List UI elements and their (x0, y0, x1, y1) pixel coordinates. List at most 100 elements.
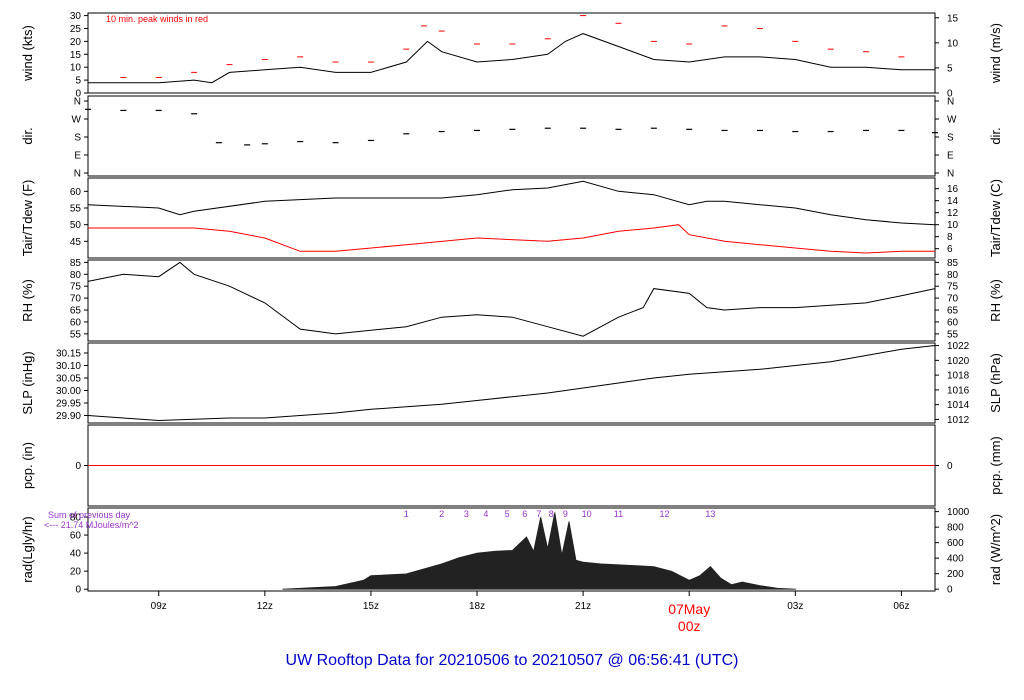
panel-frame (87, 12, 936, 94)
right-tick-label: 85 (947, 258, 959, 269)
right-tick-label: 10 (947, 220, 959, 231)
right-tick-label: 65 (947, 306, 959, 317)
right-tick-label: 1016 (947, 385, 970, 396)
x-tick-label: 18z (469, 601, 485, 612)
hour-label: 5 (505, 509, 510, 519)
series-Tdew (88, 224, 935, 254)
ylabel-right: Tair/Tdew (C) (988, 179, 1003, 257)
left-tick-label: 0 (75, 585, 81, 596)
x-tick-label: 21z (575, 601, 591, 612)
right-tick-label: 0 (947, 585, 953, 596)
hour-label: 4 (483, 509, 488, 519)
left-tick-label: 70 (70, 294, 82, 305)
left-tick-label: 29.95 (56, 399, 81, 410)
left-tick-label: 5 (75, 76, 81, 87)
right-tick-label: E (947, 151, 954, 162)
left-tick-label: E (74, 151, 81, 162)
right-tick-label: 12 (947, 208, 959, 219)
right-tick-label: 600 (947, 538, 964, 549)
series-peak (120, 15, 905, 79)
left-tick-label: W (72, 115, 82, 126)
ylabel-right: rad (W/m^2) (988, 514, 1003, 585)
left-tick-label: 30.10 (56, 361, 81, 372)
hour-label: 13 (705, 509, 715, 519)
right-tick-label: 10 (947, 38, 959, 49)
right-tick-label: 16 (947, 184, 959, 195)
hour-label: 6 (522, 509, 527, 519)
panel-pcp: 0 0 pcp. (in) pcp. (mm) (20, 424, 1003, 507)
ylabel-right: SLP (hPa) (988, 353, 1003, 413)
series-wind (88, 33, 935, 84)
x-tick-label: 09z (151, 601, 167, 612)
right-tick-label: 15 (947, 13, 959, 24)
x-tick-label: 06z (893, 601, 909, 612)
right-tick-label: 800 (947, 523, 964, 534)
right-tick-label: 5 (947, 63, 953, 74)
ylabel-left: Tair/Tdew (F) (20, 180, 35, 257)
right-tick-label: N (947, 169, 954, 180)
left-tick-label: 40 (70, 549, 82, 560)
right-tick-label: 1014 (947, 400, 970, 411)
hour-label: 1 (404, 509, 409, 519)
ylabel-right: pcp. (mm) (988, 436, 1003, 495)
ylabel-right: dir. (988, 127, 1003, 144)
right-tick-label: 55 (947, 329, 959, 340)
left-tick-label: S (74, 133, 81, 144)
peak-wind-annotation: 10 min. peak winds in red (106, 14, 208, 24)
hour-label: 2 (439, 509, 444, 519)
panel-frame (87, 177, 936, 259)
x-date-label: 07May (668, 601, 710, 617)
right-tick-label: N (947, 97, 954, 108)
x-tick-label: 00z (678, 618, 701, 634)
hour-label: 8 (549, 509, 554, 519)
right-tick-label: 1022 (947, 341, 970, 352)
ylabel-left: rad(Lgly/hr) (20, 516, 35, 582)
ylabel-right: RH (%) (988, 279, 1003, 322)
left-tick-label: 85 (70, 258, 82, 269)
right-tick-label: 0 (947, 461, 953, 472)
left-tick-label: 30 (70, 11, 82, 22)
panel-frame (87, 259, 936, 342)
right-tick-label: W (947, 115, 957, 126)
series-RH (87, 261, 936, 337)
x-tick-label: 12z (257, 601, 273, 612)
ylabel-left: RH (%) (20, 279, 35, 322)
right-tick-label: 14 (947, 196, 959, 207)
left-tick-label: 45 (70, 237, 82, 248)
left-tick-label: 20 (70, 567, 82, 578)
right-tick-label: 0 (947, 89, 953, 100)
ylabel-right: wind (m/s) (988, 23, 1003, 84)
panel-frame (87, 95, 936, 177)
chart-title: UW Rooftop Data for 20210506 to 20210507… (286, 652, 739, 669)
left-tick-label: 75 (70, 282, 82, 293)
left-tick-label: N (74, 169, 81, 180)
sum-value: <--- 21.74 MJoules/m^2 (44, 520, 139, 530)
left-tick-label: 0 (75, 461, 81, 472)
left-tick-label: 80 (70, 270, 82, 281)
left-tick-label: 25 (70, 24, 82, 35)
left-tick-label: 55 (70, 329, 82, 340)
ylabel-left: SLP (inHg) (20, 351, 35, 414)
left-tick-label: 55 (70, 204, 82, 215)
right-tick-label: 8 (947, 232, 953, 243)
left-tick-label: 50 (70, 220, 82, 231)
panel-wind: 0 5 10 15 20 25 30 0 5 10 15 wind (kts) wind (m/s) 10… (20, 11, 1003, 99)
right-tick-label: 1000 (947, 507, 970, 518)
ylabel-left: pcp. (in) (20, 442, 35, 489)
hour-label: 10 (582, 509, 592, 519)
hour-label: 11 (614, 509, 623, 519)
left-tick-label: 29.90 (56, 411, 81, 422)
right-tick-label: 1020 (947, 356, 970, 367)
left-tick-label: 30.15 (56, 349, 81, 360)
left-tick-label: 60 (70, 531, 82, 542)
right-tick-label: 400 (947, 554, 964, 565)
left-tick-label: 80 (70, 513, 82, 524)
right-tick-label: 1012 (947, 415, 970, 426)
series-SLP (87, 345, 936, 422)
right-tick-label: S (947, 133, 954, 144)
